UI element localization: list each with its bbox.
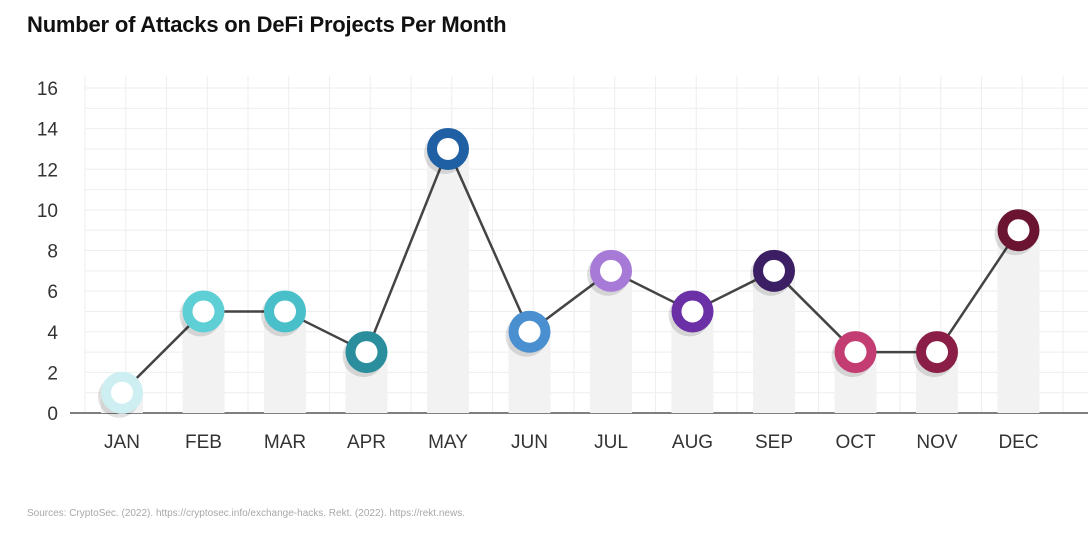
y-tick-label: 4: [47, 323, 58, 344]
x-tick-label: MAR: [264, 432, 306, 453]
x-tick-label: SEP: [755, 432, 793, 453]
x-tick-label: NOV: [916, 432, 958, 453]
data-point-center: [355, 341, 378, 364]
chart-title: Number of Attacks on DeFi Projects Per M…: [27, 12, 507, 37]
data-point-center: [1007, 219, 1030, 242]
y-tick-label: 16: [37, 79, 58, 100]
data-point-center: [192, 300, 215, 323]
bar-shadow: [997, 230, 1040, 413]
y-tick-label: 0: [47, 404, 58, 425]
data-points: [98, 127, 1040, 418]
y-tick-label: 6: [47, 282, 58, 303]
y-tick-label: 8: [47, 242, 58, 263]
bar-shadow: [753, 270, 795, 413]
data-point-center: [274, 300, 296, 323]
y-axis-ticks: 0 2 4 6 8 10 12 14 16: [37, 79, 59, 425]
y-tick-label: 10: [37, 201, 58, 222]
x-tick-label: JAN: [104, 432, 140, 453]
data-point-center: [763, 259, 785, 282]
x-tick-label: AUG: [672, 432, 713, 453]
y-tick-label: 12: [37, 160, 58, 181]
x-axis-ticks: JAN FEB MAR APR MAY JUN JUL AUG SEP OCT NOV DEC: [104, 432, 1039, 453]
x-tick-label: OCT: [835, 432, 876, 453]
y-tick-label: 2: [47, 363, 58, 384]
y-tick-label: 14: [37, 120, 59, 141]
data-point-center: [681, 300, 704, 323]
x-tick-label: JUL: [594, 432, 628, 453]
data-point-center: [926, 341, 948, 364]
data-point-center: [111, 381, 133, 404]
x-tick-label: FEB: [185, 432, 222, 453]
bar-shadows: [101, 148, 1040, 413]
x-tick-label: MAY: [428, 432, 468, 453]
bar-shadow: [590, 270, 632, 413]
data-point-center: [600, 259, 622, 282]
bar-shadow: [427, 148, 469, 413]
data-point-center: [437, 137, 459, 160]
x-tick-label: DEC: [998, 432, 1038, 453]
source-note: Sources: CryptoSec. (2022). https://cryp…: [27, 508, 465, 519]
data-point-center: [844, 341, 867, 364]
data-point-center: [518, 320, 541, 343]
x-tick-label: APR: [347, 432, 386, 453]
x-tick-label: JUN: [511, 432, 548, 453]
